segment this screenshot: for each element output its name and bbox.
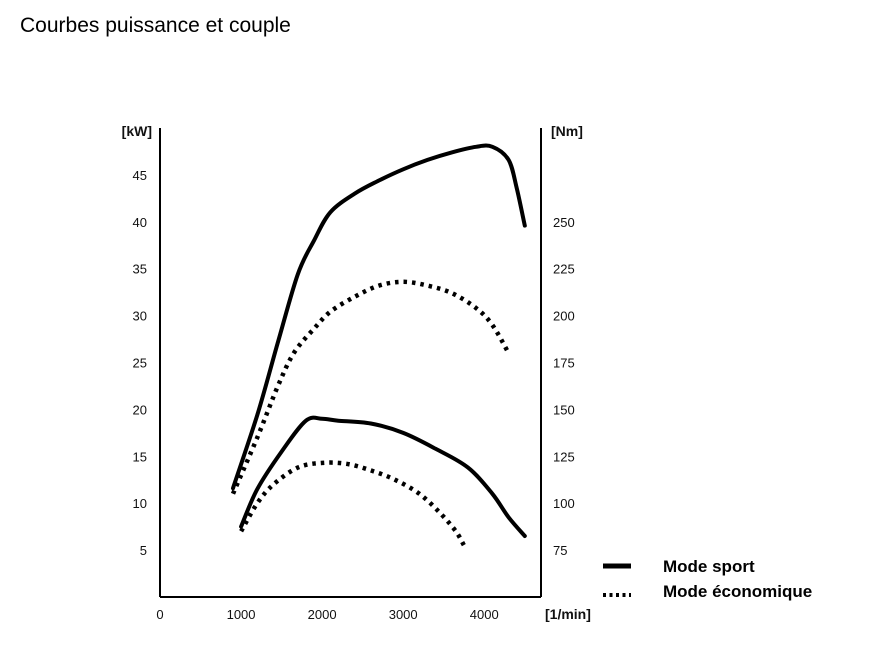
axes: [159, 128, 542, 598]
y-right-tick-label: 250: [553, 215, 575, 230]
x-tick-label: 2000: [308, 607, 337, 622]
y-left-tick-label: 40: [133, 215, 147, 230]
x-tick-label: 1000: [227, 607, 256, 622]
x-tick-label: 3000: [389, 607, 418, 622]
x-unit-label: [1/min]: [545, 606, 591, 622]
tick-labels: 5 10 15 20 25 30 35 40 45 75 100 125 150 175 200 225 250…: [122, 123, 591, 622]
y-left-tick-label: 30: [133, 309, 147, 324]
y-right-tick-label: 225: [553, 262, 575, 277]
power-sport-line: [239, 415, 527, 538]
y-left-tick-label: 35: [133, 262, 147, 277]
y-left-tick-label: 45: [133, 168, 147, 183]
y-right-tick-label: 175: [553, 356, 575, 371]
y-left-tick-label: 25: [133, 356, 147, 371]
y-left-tick-label: 20: [133, 402, 147, 417]
y-right-tick-label: 125: [553, 449, 575, 464]
page-title: Courbes puissance et couple: [20, 14, 291, 37]
y-right-tick-label: 100: [553, 496, 575, 511]
legend-label: Mode sport: [663, 557, 755, 576]
y-right-unit-label: [Nm]: [551, 123, 583, 139]
y-left-tick-label: 5: [140, 543, 147, 558]
torque-sport-line: [231, 143, 527, 491]
legend-label: Mode économique: [663, 582, 812, 601]
y-right-tick-label: 150: [553, 402, 575, 417]
y-right-tick-label: 75: [553, 543, 567, 558]
torque-economique-line: [230, 279, 511, 495]
y-right-tick-label: 200: [553, 309, 575, 324]
series-lines: [230, 143, 527, 547]
y-left-unit-label: [kW]: [122, 123, 152, 139]
legend: Mode sport Mode économique: [603, 557, 812, 601]
x-tick-label: 0: [156, 607, 163, 622]
power-economique-line: [239, 460, 466, 547]
x-tick-label: 4000: [470, 607, 499, 622]
y-left-tick-label: 10: [133, 496, 147, 511]
y-left-tick-label: 15: [133, 449, 147, 464]
